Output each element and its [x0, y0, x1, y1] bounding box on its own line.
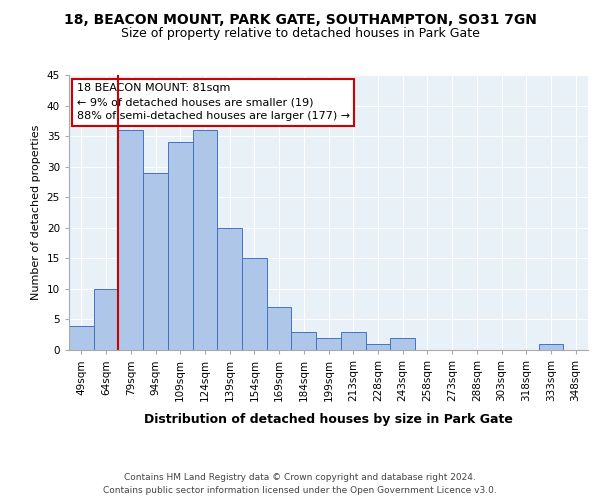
Bar — [292, 332, 316, 350]
Text: Contains HM Land Registry data © Crown copyright and database right 2024.
Contai: Contains HM Land Registry data © Crown c… — [103, 474, 497, 495]
Text: 18 BEACON MOUNT: 81sqm
← 9% of detached houses are smaller (19)
88% of semi-deta: 18 BEACON MOUNT: 81sqm ← 9% of detached … — [77, 83, 350, 121]
Bar — [267, 307, 292, 350]
Text: Distribution of detached houses by size in Park Gate: Distribution of detached houses by size … — [145, 412, 513, 426]
Bar — [168, 142, 193, 350]
Bar — [341, 332, 365, 350]
Bar — [217, 228, 242, 350]
Y-axis label: Number of detached properties: Number of detached properties — [31, 125, 41, 300]
Bar — [118, 130, 143, 350]
Bar — [539, 344, 563, 350]
Bar — [365, 344, 390, 350]
Bar — [69, 326, 94, 350]
Bar — [316, 338, 341, 350]
Bar — [242, 258, 267, 350]
Bar — [390, 338, 415, 350]
Bar — [94, 289, 118, 350]
Text: Size of property relative to detached houses in Park Gate: Size of property relative to detached ho… — [121, 28, 479, 40]
Bar — [193, 130, 217, 350]
Bar — [143, 173, 168, 350]
Text: 18, BEACON MOUNT, PARK GATE, SOUTHAMPTON, SO31 7GN: 18, BEACON MOUNT, PARK GATE, SOUTHAMPTON… — [64, 12, 536, 26]
